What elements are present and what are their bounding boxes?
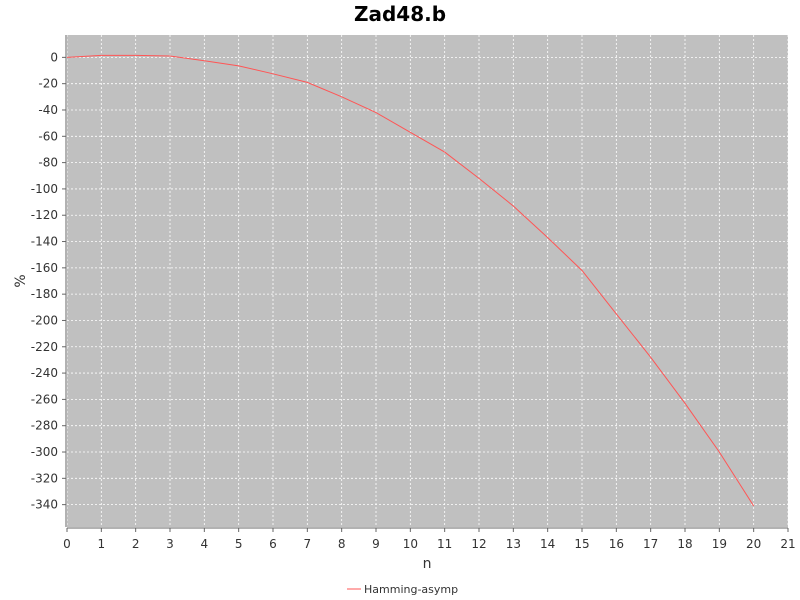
x-tick-label: 3 [166,537,174,551]
x-tick-label: 13 [506,537,521,551]
x-tick-label: 2 [132,537,140,551]
y-tick-label: -60 [38,129,58,143]
y-tick-label: -180 [31,287,58,301]
y-tick-label: -160 [31,261,58,275]
y-tick-label: -80 [38,156,58,170]
y-tick-label: -40 [38,103,58,117]
x-tick-label: 6 [269,537,277,551]
y-tick-label: -120 [31,208,58,222]
x-tick-label: 11 [437,537,452,551]
y-axis-label: % [13,274,29,287]
x-tick-label: 4 [201,537,209,551]
y-tick-label: -300 [31,445,58,459]
y-tick-label: -200 [31,313,58,327]
x-tick-label: 9 [372,537,380,551]
x-tick-label: 21 [780,537,795,551]
y-tick-label: -260 [31,392,58,406]
x-tick-label: 10 [403,537,418,551]
series-line [66,54,755,507]
y-tick-label: -280 [31,419,58,433]
x-tick-label: 18 [677,537,692,551]
y-tick-label: 0 [50,50,58,64]
x-axis-label: n [423,556,432,572]
y-tick-label: -140 [31,235,58,249]
legend-label: Hamming-asymp [364,583,458,596]
x-tick-label: 15 [574,537,589,551]
x-tick-label: 19 [712,537,727,551]
x-tick-label: 20 [746,537,761,551]
y-tick-label: -340 [31,498,58,512]
y-tick-label: -20 [38,77,58,91]
x-tick-label: 1 [98,537,106,551]
x-tick-label: 16 [609,537,624,551]
x-tick-label: 14 [540,537,555,551]
x-tick-label: 12 [471,537,486,551]
x-tick-label: 5 [235,537,243,551]
legend: Hamming-asymp [347,583,458,596]
x-tick-label: 7 [304,537,312,551]
y-tick-label: -100 [31,182,58,196]
x-tick-label: 17 [643,537,658,551]
y-tick-label: -320 [31,471,58,485]
x-tick-label: 8 [338,537,346,551]
y-tick-label: -240 [31,366,58,380]
plot-background [67,35,788,527]
chart-title: Zad48.b [354,2,446,26]
x-tick-label: 0 [63,537,71,551]
y-tick-label: -220 [31,340,58,354]
plot-area: 0 1 2 3 4 5 6 7 8 9 10 11 12 13 14 15 16 17 18 19 20 210-20-4… [31,35,796,551]
